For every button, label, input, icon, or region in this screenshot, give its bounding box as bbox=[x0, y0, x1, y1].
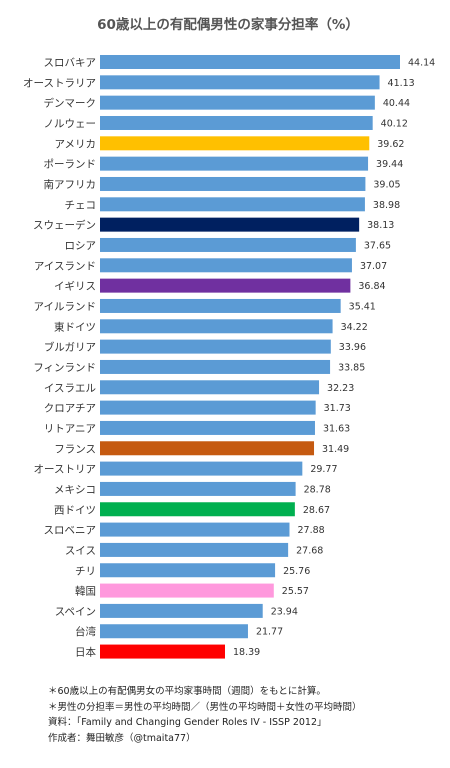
category-label: メキシコ bbox=[54, 484, 96, 496]
category-label: ポーランド bbox=[44, 159, 97, 171]
category-label: チェコ bbox=[65, 199, 97, 211]
bars-group: スロバキア 44.14 オーストラリア 41.13 デンマーク 40.44 ノルウェー 40.… bbox=[23, 55, 435, 659]
bar bbox=[100, 583, 274, 598]
category-label: フィンランド bbox=[33, 362, 96, 374]
bar bbox=[100, 237, 356, 252]
bar bbox=[100, 217, 360, 232]
note-formula: ＊男性の分担率＝男性の平均時間／（男性の平均時間＋女性の平均時間） bbox=[48, 701, 362, 713]
category-label: スロバキア bbox=[44, 57, 97, 69]
category-label: オーストリア bbox=[34, 464, 96, 476]
data-label: 28.67 bbox=[303, 505, 330, 516]
data-label: 38.13 bbox=[367, 220, 394, 231]
category-label: チリ bbox=[75, 565, 96, 577]
data-label: 27.68 bbox=[296, 545, 323, 556]
bar bbox=[100, 258, 352, 273]
category-label: クロアチア bbox=[44, 403, 96, 415]
chart-title: 60歳以上の有配偶男性の家事分担率（%） bbox=[97, 16, 359, 33]
data-label: 39.05 bbox=[373, 179, 400, 190]
category-label: 南アフリカ bbox=[44, 178, 97, 191]
category-label: 東ドイツ bbox=[54, 320, 96, 333]
data-label: 39.44 bbox=[376, 159, 403, 170]
category-label: イスラエル bbox=[44, 382, 96, 394]
bar bbox=[100, 298, 341, 313]
category-label: 韓国 bbox=[75, 586, 96, 598]
category-label: 台湾 bbox=[75, 625, 96, 638]
data-label: 31.63 bbox=[323, 423, 350, 434]
category-label: ノルウェー bbox=[44, 118, 97, 130]
data-label: 28.78 bbox=[304, 484, 331, 495]
bar bbox=[100, 624, 248, 639]
bar bbox=[100, 542, 289, 557]
category-label: オーストラリア bbox=[23, 77, 96, 89]
bar bbox=[100, 278, 351, 293]
bar bbox=[100, 319, 333, 334]
category-label: スイス bbox=[65, 545, 96, 557]
category-label: 西ドイツ bbox=[54, 504, 96, 516]
data-label: 38.98 bbox=[373, 200, 400, 211]
data-label: 18.39 bbox=[233, 647, 260, 658]
bar bbox=[100, 197, 365, 212]
bar bbox=[100, 481, 296, 496]
data-label: 33.85 bbox=[338, 362, 365, 373]
bar bbox=[100, 644, 225, 659]
data-label: 44.14 bbox=[408, 58, 435, 69]
bar bbox=[100, 522, 290, 537]
bar bbox=[100, 359, 331, 374]
data-label: 37.65 bbox=[364, 240, 391, 251]
data-label: 40.12 bbox=[381, 118, 408, 129]
data-label: 40.44 bbox=[383, 98, 410, 109]
data-label: 32.23 bbox=[327, 383, 354, 394]
category-label: スペイン bbox=[55, 606, 96, 618]
data-label: 33.96 bbox=[339, 342, 366, 353]
data-label: 37.07 bbox=[360, 261, 387, 272]
note-author: 作成者：舞田敏彦（@tmaita77） bbox=[48, 732, 196, 744]
bar bbox=[100, 603, 263, 618]
bar bbox=[100, 563, 276, 578]
category-label: ロシア bbox=[65, 240, 97, 252]
bar bbox=[100, 136, 370, 151]
data-label: 25.76 bbox=[283, 566, 310, 577]
bar bbox=[100, 400, 316, 415]
category-label: フランス bbox=[54, 443, 96, 455]
data-label: 39.62 bbox=[377, 139, 404, 150]
bar bbox=[100, 176, 366, 191]
category-label: ブルガリア bbox=[44, 341, 96, 354]
bar bbox=[100, 115, 373, 130]
bar bbox=[100, 441, 315, 456]
category-label: アイスランド bbox=[34, 260, 96, 272]
bar bbox=[100, 339, 331, 354]
note-calculation: ＊60歳以上の有配偶男女の平均家事時間（週間）をもとに計算。 bbox=[48, 686, 326, 697]
data-label: 31.49 bbox=[322, 444, 349, 455]
bar bbox=[100, 420, 315, 435]
data-label: 27.88 bbox=[297, 525, 324, 536]
data-label: 21.77 bbox=[256, 627, 283, 638]
data-label: 23.94 bbox=[271, 606, 298, 617]
data-label: 31.73 bbox=[324, 403, 351, 414]
chart-notes: ＊60歳以上の有配偶男女の平均家事時間（週間）をもとに計算。 ＊男性の分担率＝男… bbox=[48, 684, 362, 746]
category-label: アイルランド bbox=[34, 301, 96, 313]
data-label: 35.41 bbox=[349, 301, 376, 312]
bar bbox=[100, 55, 400, 69]
category-label: イギリス bbox=[54, 281, 96, 293]
bar bbox=[100, 75, 380, 90]
bar bbox=[100, 380, 320, 395]
category-label: デンマーク bbox=[44, 97, 97, 110]
data-label: 25.57 bbox=[282, 586, 309, 597]
category-label: 日本 bbox=[75, 646, 96, 659]
data-label: 34.22 bbox=[341, 322, 368, 333]
data-label: 29.77 bbox=[310, 464, 337, 475]
category-label: リトアニア bbox=[44, 423, 96, 435]
bar bbox=[100, 156, 369, 171]
note-source: 資料：「Family and Changing Gender Roles IV … bbox=[48, 717, 327, 728]
data-label: 41.13 bbox=[388, 78, 415, 89]
category-label: アメリカ bbox=[55, 138, 96, 150]
category-label: スロベニア bbox=[44, 525, 97, 537]
bar bbox=[100, 461, 303, 476]
data-label: 36.84 bbox=[358, 281, 385, 292]
bar bbox=[100, 95, 375, 110]
bar bbox=[100, 502, 295, 517]
category-label: スウェーデン bbox=[33, 219, 96, 232]
bar-chart: 60歳以上の有配偶男性の家事分担率（%） スロバキア 44.14 オーストラリア 41… bbox=[23, 16, 435, 659]
